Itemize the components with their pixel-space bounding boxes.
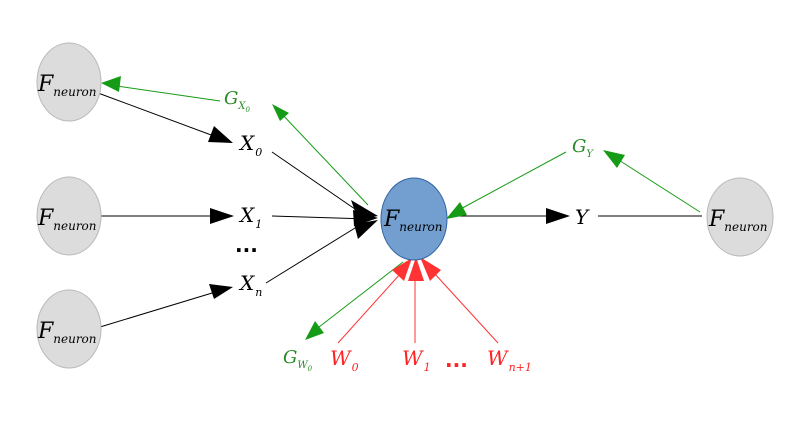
- arrowhead-x0: [208, 126, 233, 143]
- gradient-edges: [109, 84, 701, 335]
- neuron-node-1-label: Fneuron: [37, 72, 97, 99]
- input-label-x0: X0: [238, 131, 262, 159]
- neuron-node-3-shape: [36, 289, 102, 369]
- output-label-y: Y: [575, 205, 590, 229]
- arrowhead-w0: [392, 258, 412, 281]
- arrowhead-gw0: [305, 321, 324, 340]
- edge-xn-center: [265, 219, 369, 284]
- neuron-node-4-shape: [706, 177, 774, 257]
- arrowhead-xn: [209, 284, 233, 299]
- weight-arrowheads: [392, 257, 441, 281]
- edge-n3-xn: [99, 289, 223, 328]
- neuron-node-3-label: Fneuron: [37, 319, 97, 346]
- input-dots: ...: [235, 233, 258, 257]
- edge-n1-x0: [97, 92, 223, 140]
- arrowhead-center-green: [446, 202, 467, 219]
- edge-x1-center: [271, 215, 369, 220]
- weight-label-wn1: Wn+1: [487, 346, 532, 374]
- arrowhead-wn1: [420, 257, 441, 281]
- neuron-node-2-label: Fneuron: [37, 206, 97, 233]
- input-label-x1: X1: [238, 203, 262, 231]
- arrowhead-center-mid: [353, 210, 378, 226]
- forward-arrowheads: [208, 126, 570, 299]
- neuron-node-2: Fneuron: [36, 176, 102, 256]
- weight-dots: ...: [445, 348, 468, 372]
- neuron-node-center-label: Fneuron: [383, 207, 443, 234]
- arrowhead-y: [546, 208, 570, 224]
- edge-center-gx0: [279, 111, 369, 206]
- edge-gy-center: [454, 151, 567, 213]
- neuron-node-4-label: Fneuron: [708, 207, 768, 234]
- grad-label-gw0: GW0: [283, 347, 313, 373]
- input-label-xn: Xn: [238, 271, 262, 299]
- edge-n4-gy: [613, 156, 701, 213]
- edge-w0-center: [337, 262, 411, 344]
- neuron-node-1: Fneuron: [36, 42, 102, 122]
- arrowhead-center-bot: [354, 220, 378, 239]
- arrowhead-gy: [603, 150, 625, 168]
- neuron-node-2-shape: [36, 176, 102, 256]
- weight-label-w1: W1: [402, 346, 431, 374]
- neuron-node-4: Fneuron: [706, 177, 774, 257]
- edge-x0-center: [271, 151, 369, 219]
- edge-gx0-n1: [109, 84, 221, 102]
- forward-edges: [97, 92, 702, 328]
- edge-wn1-center: [423, 261, 499, 344]
- arrowhead-n1: [101, 76, 121, 92]
- neuron-node-center-shape: [380, 177, 448, 261]
- edge-center-gw0: [309, 261, 404, 335]
- neuron-node-1-shape: [36, 42, 102, 122]
- arrowhead-x1: [210, 208, 234, 224]
- gradient-arrowheads: [101, 76, 625, 340]
- arrowhead-gx0: [272, 104, 289, 121]
- grad-label-gx0: GX0: [224, 88, 251, 114]
- weight-label-w0: W0: [330, 346, 359, 374]
- neuron-node-center: Fneuron: [380, 177, 448, 261]
- grad-label-gy: GY: [572, 136, 594, 160]
- arrowhead-w1: [408, 257, 424, 281]
- neuron-node-3: Fneuron: [36, 289, 102, 369]
